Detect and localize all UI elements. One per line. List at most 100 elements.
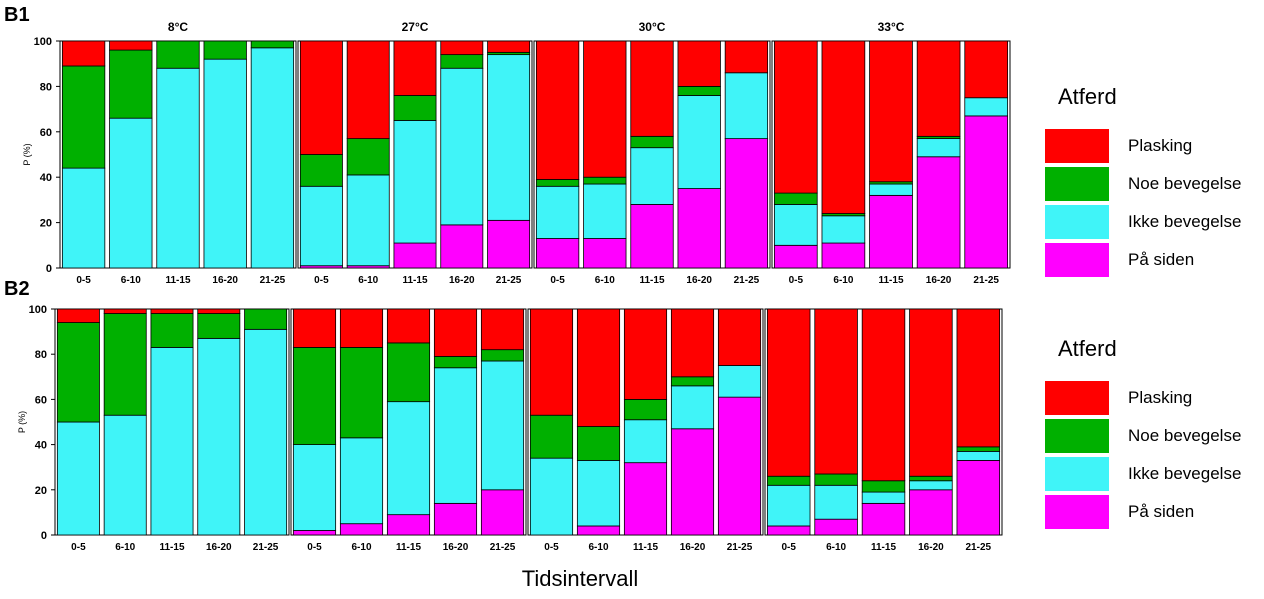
- bar-segment-noe-bevegelse: [197, 313, 241, 339]
- legend-item-ikke-bevegelse: Ikke bevegelse: [1044, 204, 1241, 240]
- y-tick-label: 20: [40, 218, 52, 230]
- bar-segment-ikke-bevegelse: [299, 185, 343, 267]
- bar-segment-noe-bevegelse: [339, 347, 384, 439]
- legend-label: På siden: [1128, 502, 1195, 521]
- bar-segment-pa-siden: [583, 238, 627, 269]
- x-tick-label: 0-5: [76, 275, 91, 286]
- y-tick-label: 100: [29, 304, 47, 316]
- panel-title: 27°C: [402, 20, 429, 34]
- bar-segment-ikke-bevegelse: [623, 419, 668, 464]
- bar-segment-pa-siden: [670, 428, 715, 536]
- row-label-b2: B2: [4, 278, 30, 300]
- y-tick-label: 80: [40, 81, 52, 93]
- bar-segment-ikke-bevegelse: [670, 385, 715, 430]
- x-tick-label: 6-10: [351, 542, 371, 553]
- bar-segment-pa-siden: [964, 115, 1009, 269]
- bar-segment-noe-bevegelse: [103, 313, 147, 416]
- legend-swatch: [1044, 494, 1110, 530]
- bar-segment-plasking: [339, 308, 384, 348]
- panel-title: 33°C: [878, 20, 905, 34]
- bar-segment-ikke-bevegelse: [956, 450, 1001, 461]
- legend-item-pa-siden: På siden: [1044, 242, 1241, 278]
- bar-segment-ikke-bevegelse: [964, 97, 1009, 117]
- bar-segment-noe-bevegelse: [244, 308, 288, 330]
- bar-segment-ikke-bevegelse: [203, 58, 247, 269]
- bar-segment-noe-bevegelse: [909, 475, 953, 482]
- bar-segment-plasking: [103, 308, 147, 314]
- legend-b2: Atferd Plasking Noe bevegelse Ikke beveg…: [1044, 336, 1241, 532]
- bar-segment-pa-siden: [630, 204, 674, 269]
- bar-segment-plasking: [433, 308, 478, 357]
- bar-segment-plasking: [480, 308, 525, 351]
- legend-item-pa-siden: På siden: [1044, 494, 1241, 530]
- y-tick-label: 60: [40, 127, 52, 139]
- x-tick-label: 11-15: [633, 542, 658, 553]
- bar-segment-pa-siden: [535, 238, 580, 269]
- legend-swatch: [1044, 128, 1110, 164]
- x-tick-label: 6-10: [121, 275, 141, 286]
- x-tick-label: 11-15: [165, 275, 190, 286]
- bar-segment-noe-bevegelse: [440, 54, 484, 69]
- bar-segment-pa-siden: [814, 518, 858, 536]
- legend-label: Noe bevegelse: [1128, 174, 1242, 193]
- x-tick-label: 6-10: [358, 275, 378, 286]
- panel-title: 8°C: [168, 20, 188, 34]
- bar-segment-ikke-bevegelse: [480, 360, 525, 491]
- bar-segment-ikke-bevegelse: [821, 215, 866, 244]
- legend-title: Atferd: [1058, 84, 1117, 109]
- bar-segment-plasking: [773, 40, 818, 194]
- x-tick-label: 16-20: [926, 275, 952, 286]
- bar-segment-ikke-bevegelse: [109, 117, 153, 269]
- bar-segment-ikke-bevegelse: [535, 185, 580, 239]
- x-tick-label: 16-20: [212, 275, 238, 286]
- y-tick-label: 20: [35, 485, 47, 497]
- x-tick-label: 6-10: [833, 275, 853, 286]
- bar-segment-plasking: [909, 308, 953, 477]
- bar-segment-noe-bevegelse: [386, 342, 431, 403]
- y-tick-label: 0: [41, 530, 47, 542]
- bar-segment-plasking: [292, 308, 337, 348]
- bar-segment-pa-siden: [576, 525, 621, 536]
- bar-segment-noe-bevegelse: [203, 40, 247, 60]
- bar-segment-ikke-bevegelse: [244, 328, 288, 536]
- bar-segment-plasking: [724, 40, 769, 74]
- bar-segment-ikke-bevegelse: [433, 367, 478, 504]
- legend-label: Ikke bevegelse: [1128, 464, 1242, 483]
- bar-segment-ikke-bevegelse: [346, 174, 390, 267]
- x-tick-label: 0-5: [307, 542, 322, 553]
- x-tick-label: 16-20: [918, 542, 944, 553]
- bar-segment-plasking: [346, 40, 390, 140]
- bar-segment-pa-siden: [339, 523, 384, 536]
- bar-segment-ikke-bevegelse: [487, 54, 531, 221]
- bar-segment-ikke-bevegelse: [861, 491, 906, 504]
- x-tick-label: 16-20: [443, 542, 469, 553]
- bar-segment-noe-bevegelse: [61, 65, 106, 169]
- bar-segment-noe-bevegelse: [299, 154, 343, 187]
- x-tick-label: 16-20: [686, 275, 712, 286]
- bar-segment-noe-bevegelse: [292, 347, 337, 446]
- bar-segment-ikke-bevegelse: [61, 167, 106, 269]
- bar-segment-pa-siden: [292, 530, 337, 536]
- bar-segment-plasking: [766, 308, 811, 477]
- bar-segment-ikke-bevegelse: [103, 414, 147, 536]
- bar-segment-ikke-bevegelse: [150, 347, 194, 536]
- bar-segment-plasking: [630, 40, 674, 137]
- legend-swatch: [1044, 418, 1110, 454]
- bar-segment-plasking: [440, 40, 484, 56]
- y-tick-label: 100: [34, 36, 52, 48]
- bar-segment-plasking: [964, 40, 1009, 99]
- bar-segment-noe-bevegelse: [766, 475, 811, 486]
- legend-item-plasking: Plasking: [1044, 128, 1241, 164]
- bar-segment-pa-siden: [480, 489, 525, 536]
- x-tick-label: 16-20: [680, 542, 706, 553]
- x-tick-label: 21-25: [496, 275, 522, 286]
- bar-segment-noe-bevegelse: [250, 40, 295, 49]
- bar-segment-noe-bevegelse: [150, 313, 194, 348]
- bar-segment-ikke-bevegelse: [156, 67, 200, 269]
- bar-segment-noe-bevegelse: [956, 446, 1001, 452]
- bar-segment-ikke-bevegelse: [440, 67, 484, 226]
- x-tick-label: 11-15: [878, 275, 903, 286]
- x-axis-title: Tidsintervall: [521, 566, 639, 591]
- bar-segment-plasking: [583, 40, 627, 178]
- bar-segment-noe-bevegelse: [346, 138, 390, 176]
